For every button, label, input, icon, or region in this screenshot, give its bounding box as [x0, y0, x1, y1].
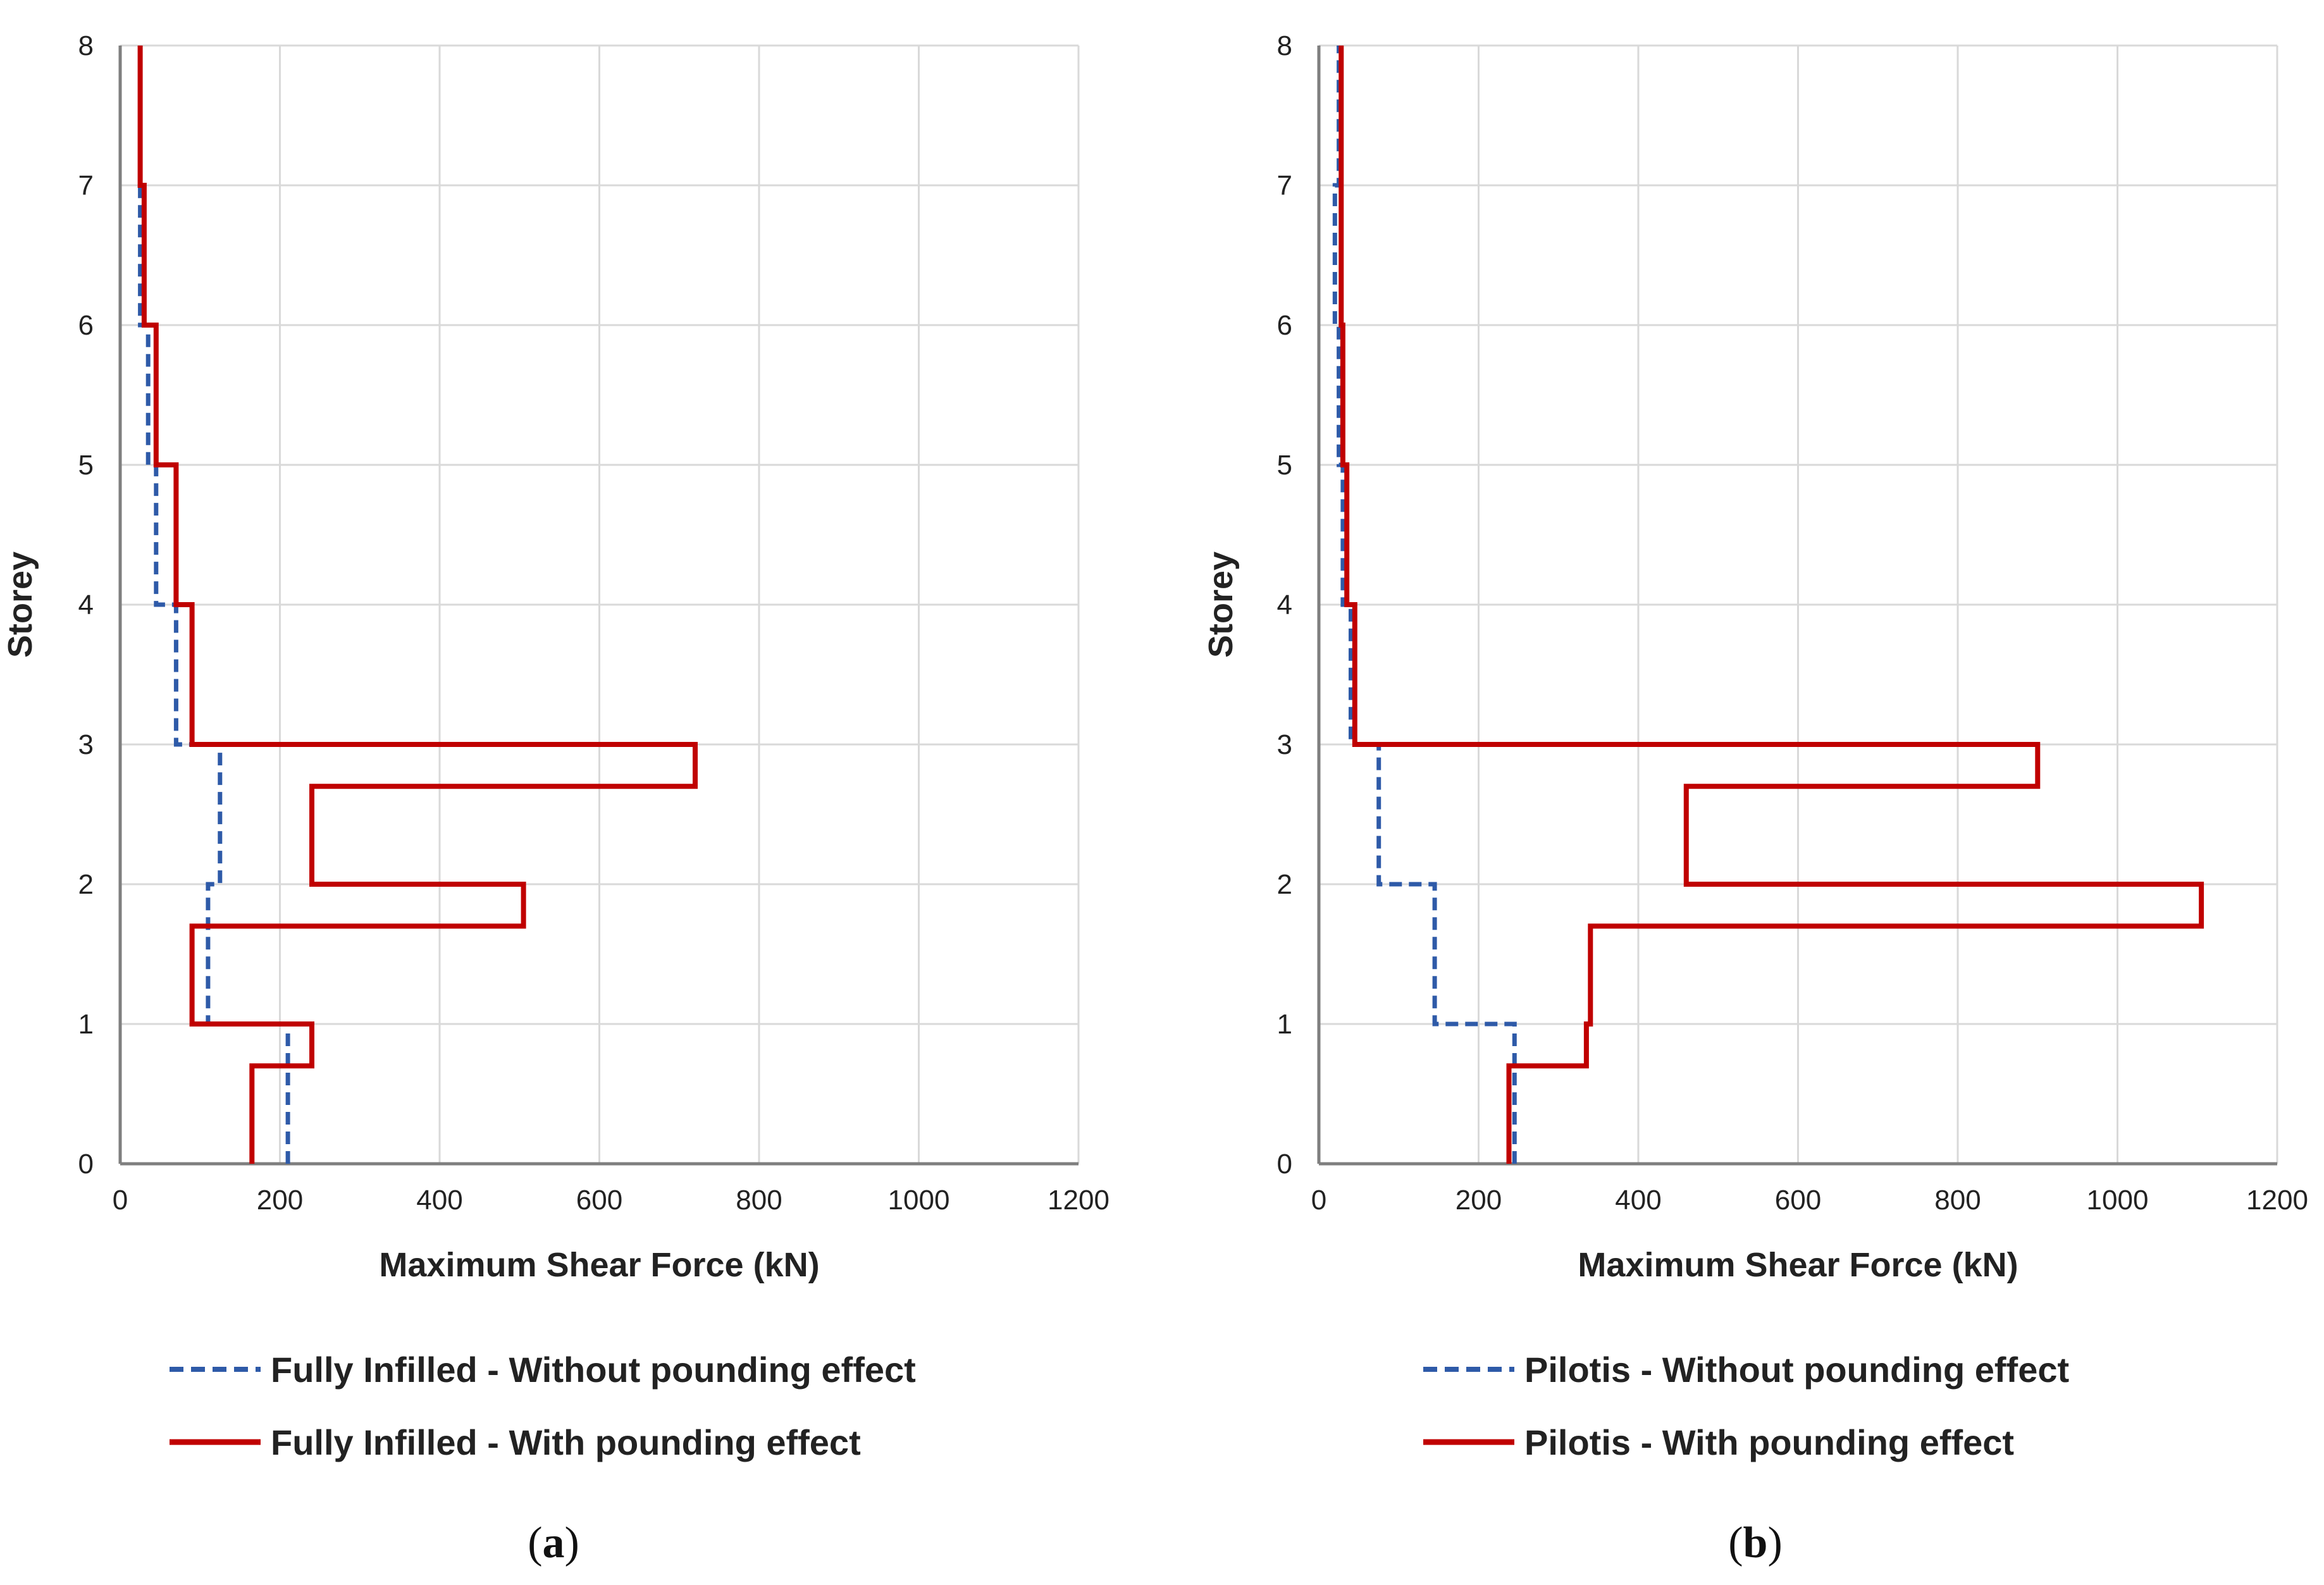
chart-panel-a: 0 200 400 600 800 1000 1200 0 1 2 3 4 5 6 7 8 Maximum Sh…: [1, 30, 1109, 1567]
x-tick-label: 1000: [888, 1185, 950, 1216]
series-line-with-pounding: [1338, 46, 2204, 1164]
y-tick-label: 1: [78, 1009, 94, 1040]
legend-label: Fully Infilled - With pounding effect: [271, 1422, 861, 1462]
caption-open-paren: (: [528, 1519, 542, 1567]
panel-caption: (a): [528, 1519, 579, 1567]
legend-label: Pilotis - Without pounding effect: [1524, 1350, 2069, 1390]
y-tick-label: 0: [1277, 1149, 1292, 1180]
y-tick-label: 2: [1277, 869, 1292, 900]
y-tick-label: 5: [1277, 450, 1292, 481]
x-tick-label: 1200: [1048, 1185, 1109, 1216]
caption-open-paren: (: [1728, 1519, 1743, 1567]
y-tick-label: 7: [78, 170, 94, 201]
x-tick-label: 1200: [2246, 1185, 2308, 1216]
caption-close-paren: ): [565, 1519, 579, 1567]
x-tick-label: 0: [1311, 1185, 1326, 1216]
legend-label: Fully Infilled - Without pounding effect: [271, 1350, 916, 1390]
x-tick-label: 600: [1775, 1185, 1821, 1216]
caption-letter: a: [543, 1519, 565, 1567]
x-tick-label: 400: [416, 1185, 462, 1216]
panel-caption: (b): [1728, 1519, 1783, 1567]
x-axis-label: Maximum Shear Force (kN): [379, 1246, 819, 1284]
y-tick-label: 3: [78, 729, 94, 760]
x-tick-label: 0: [113, 1185, 128, 1216]
caption-letter: b: [1743, 1519, 1768, 1567]
y-tick-label: 4: [1277, 589, 1292, 620]
y-tick-label: 5: [78, 450, 94, 481]
y-tick-label: 8: [1277, 30, 1292, 61]
x-tick-label: 400: [1615, 1185, 1661, 1216]
y-axis-label: Storey: [1, 552, 39, 658]
x-tick-label: 800: [736, 1185, 782, 1216]
x-axis-label: Maximum Shear Force (kN): [1578, 1246, 2018, 1284]
caption-close-paren: ): [1767, 1519, 1782, 1567]
y-tick-label: 4: [78, 589, 94, 620]
y-tick-label: 3: [1277, 729, 1292, 760]
y-tick-label: 1: [1277, 1009, 1292, 1040]
y-tick-label: 2: [78, 869, 94, 900]
legend-label: Pilotis - With pounding effect: [1524, 1422, 2014, 1462]
series-line-with-pounding: [137, 46, 698, 1164]
y-tick-label: 6: [1277, 310, 1292, 341]
x-tick-label: 200: [1456, 1185, 1502, 1216]
x-tick-label: 1000: [2087, 1185, 2149, 1216]
x-tick-label: 800: [1934, 1185, 1981, 1216]
x-tick-label: 200: [257, 1185, 303, 1216]
x-tick-label: 600: [576, 1185, 622, 1216]
y-axis-label: Storey: [1202, 552, 1240, 658]
y-tick-label: 8: [78, 30, 94, 61]
y-tick-label: 7: [1277, 170, 1292, 201]
y-tick-label: 6: [78, 310, 94, 341]
chart-panel-b: 0 200 400 600 800 1000 1200 0 1 2 3 4 5 6 7 8 Maximum Sh…: [1202, 30, 2308, 1567]
y-tick-label: 0: [78, 1149, 94, 1180]
